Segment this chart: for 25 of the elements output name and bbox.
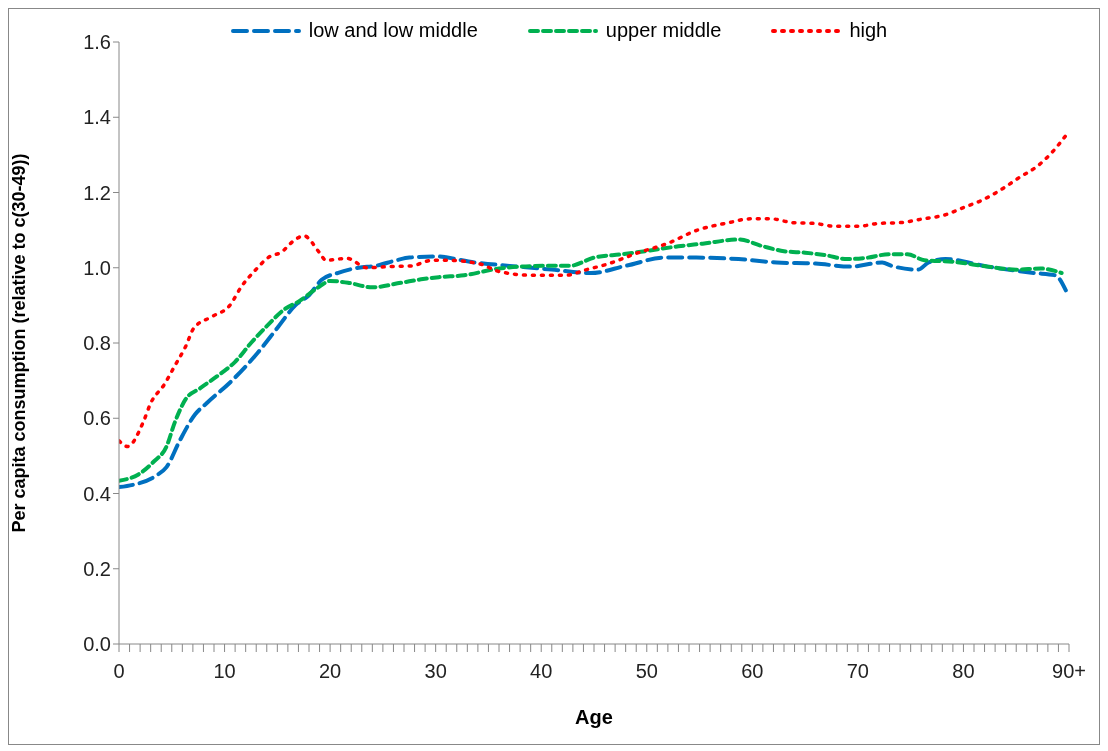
x-tick-label: 30 <box>424 660 447 682</box>
x-tick-label: 80 <box>952 660 975 682</box>
y-tick-label: 0.2 <box>83 557 111 580</box>
x-tick-label: 0 <box>113 660 125 682</box>
legend-label: low and low middle <box>308 19 478 42</box>
x-tick-label: 40 <box>530 660 553 682</box>
x-tick-label: 50 <box>635 660 658 682</box>
x-tick-label: 70 <box>846 660 870 682</box>
x-tick-label: 60 <box>741 660 764 682</box>
y-tick-label: 1.6 <box>83 31 111 54</box>
x-tick-label: 90+ <box>1052 660 1086 682</box>
y-axis-title: Per capita consumption (relative to c(30-49)) <box>9 153 30 533</box>
x-tick-label: 10 <box>213 660 236 682</box>
legend-label: high <box>849 19 888 42</box>
line-series <box>119 132 1069 449</box>
y-tick-label: 0.8 <box>83 332 111 355</box>
y-tick-label: 1.0 <box>83 256 111 279</box>
legend-label: upper middle <box>605 19 722 42</box>
x-axis-title: Age <box>575 706 613 728</box>
y-tick-label: 0.0 <box>83 633 111 656</box>
y-tick-label: 1.4 <box>83 106 111 129</box>
x-tick-label: 20 <box>318 660 342 682</box>
y-tick-label: 1.2 <box>83 181 111 204</box>
y-tick-label: 0.6 <box>83 407 111 430</box>
y-tick-label: 0.4 <box>83 482 111 505</box>
